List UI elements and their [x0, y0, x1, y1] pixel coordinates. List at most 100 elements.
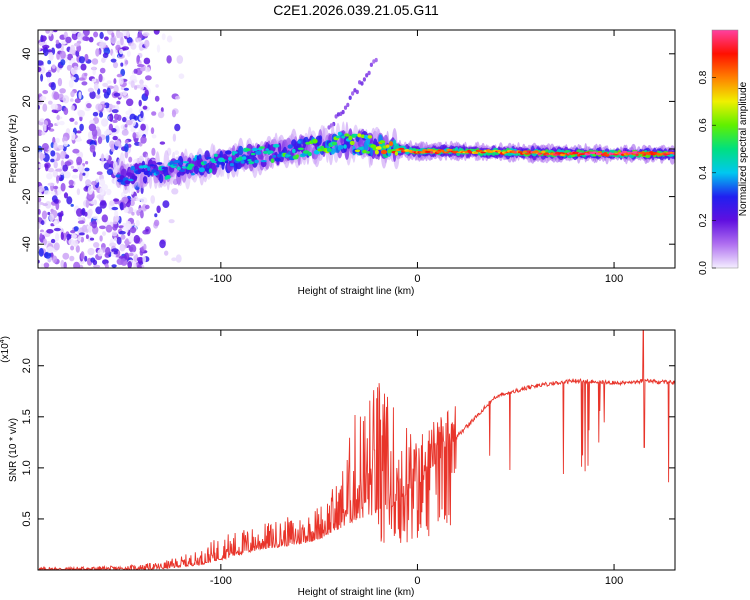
y-tick-label: 0 [21, 146, 33, 152]
heat-cell [341, 109, 345, 115]
heat-cell [126, 50, 131, 57]
heat-cell [385, 144, 390, 148]
heat-cell [87, 185, 94, 195]
heat-cell [102, 52, 109, 58]
heat-cell [124, 238, 130, 247]
heat-cell [92, 150, 96, 158]
colorbar-tick-label: 0.6 [698, 118, 709, 132]
heat-cell [113, 92, 121, 97]
heat-cell [47, 60, 52, 65]
heat-cell [242, 156, 247, 160]
heat-cell [198, 167, 205, 173]
heat-cell [89, 91, 96, 99]
heat-cell [159, 141, 166, 145]
heat-cell [53, 242, 60, 251]
heat-cell [111, 231, 118, 237]
heat-cell [168, 219, 175, 224]
heat-cell [295, 154, 299, 158]
heat-cell [119, 243, 126, 252]
heat-cell [79, 123, 84, 132]
heat-cell [151, 134, 157, 139]
heat-cell [118, 230, 126, 235]
y-tick-label: -40 [21, 236, 33, 252]
heat-cell [40, 220, 45, 226]
heat-cell [45, 71, 52, 78]
heat-cell [379, 140, 386, 144]
heat-cell [176, 166, 181, 171]
heat-cell [60, 182, 66, 192]
heat-cell [143, 170, 151, 176]
heat-cell [69, 255, 75, 262]
heat-cell [129, 199, 135, 207]
heat-cell [148, 171, 153, 176]
heat-cell [70, 98, 74, 102]
heat-cell [53, 220, 58, 226]
heat-cell [86, 103, 92, 109]
heat-cell [59, 88, 66, 94]
heat-cell [133, 234, 141, 244]
heat-cell [77, 110, 85, 118]
heat-cell [348, 95, 352, 101]
heat-cell [70, 230, 76, 234]
heat-cell [97, 88, 101, 95]
snr-ticks: -100 0 100 0.5 1.0 1.5 2.0 [21, 330, 675, 587]
snr-y-multiplier: (x104) [0, 336, 11, 363]
heat-cell [49, 213, 55, 222]
heat-cell [297, 140, 301, 144]
heat-cell [60, 160, 65, 167]
heat-cell [42, 203, 48, 207]
heat-cell [145, 228, 149, 232]
heat-cell [102, 88, 107, 93]
heat-cell [219, 150, 223, 159]
heat-cell [50, 150, 56, 157]
heat-cell [45, 30, 50, 34]
heat-cell [119, 48, 124, 55]
heat-cell [50, 103, 58, 110]
colorbar-tick-label: 0.0 [698, 261, 709, 275]
heat-cell [112, 61, 119, 69]
heat-cell [113, 237, 117, 242]
heat-cell [142, 105, 148, 110]
heat-cell [446, 151, 450, 154]
heat-cell [144, 89, 149, 97]
heat-cell [88, 225, 92, 233]
heat-cell [38, 247, 44, 257]
heat-cell [46, 246, 54, 254]
heat-cell [40, 73, 44, 82]
heat-cell [297, 146, 301, 166]
heat-cell [131, 211, 135, 216]
heat-cell [143, 243, 147, 251]
heat-cell [206, 156, 212, 160]
heat-cell [137, 264, 142, 268]
heat-cell [125, 60, 129, 65]
spectrogram-panel: -100 0 100 -40 -20 0 20 40 Height of straight l… [8, 29, 676, 297]
heat-cell [68, 185, 75, 189]
heat-cell [123, 207, 129, 214]
heat-cell [128, 235, 134, 243]
heat-cell [106, 129, 112, 135]
heat-cell [353, 133, 359, 137]
y-tick-label: 40 [21, 48, 33, 60]
heat-cell [57, 77, 63, 87]
heat-cell [153, 30, 160, 35]
heat-cell [73, 239, 79, 247]
heat-cell [178, 73, 185, 79]
heat-cell [111, 206, 119, 211]
heat-cell [71, 174, 79, 179]
heat-cell [60, 259, 65, 268]
heat-cell [140, 210, 144, 219]
heat-cell [59, 120, 65, 126]
heat-cell [99, 111, 103, 118]
heat-cell [126, 30, 130, 38]
heat-cell [95, 219, 101, 224]
heat-cell [161, 33, 166, 41]
heat-cell [211, 164, 217, 175]
heat-cell [93, 82, 99, 91]
heat-cell [274, 157, 281, 162]
heat-cell [85, 161, 89, 165]
heat-cell [78, 91, 82, 100]
heat-cell [38, 197, 42, 203]
heat-cell [57, 145, 63, 149]
heat-cell [102, 231, 106, 237]
heat-cell [64, 161, 72, 166]
